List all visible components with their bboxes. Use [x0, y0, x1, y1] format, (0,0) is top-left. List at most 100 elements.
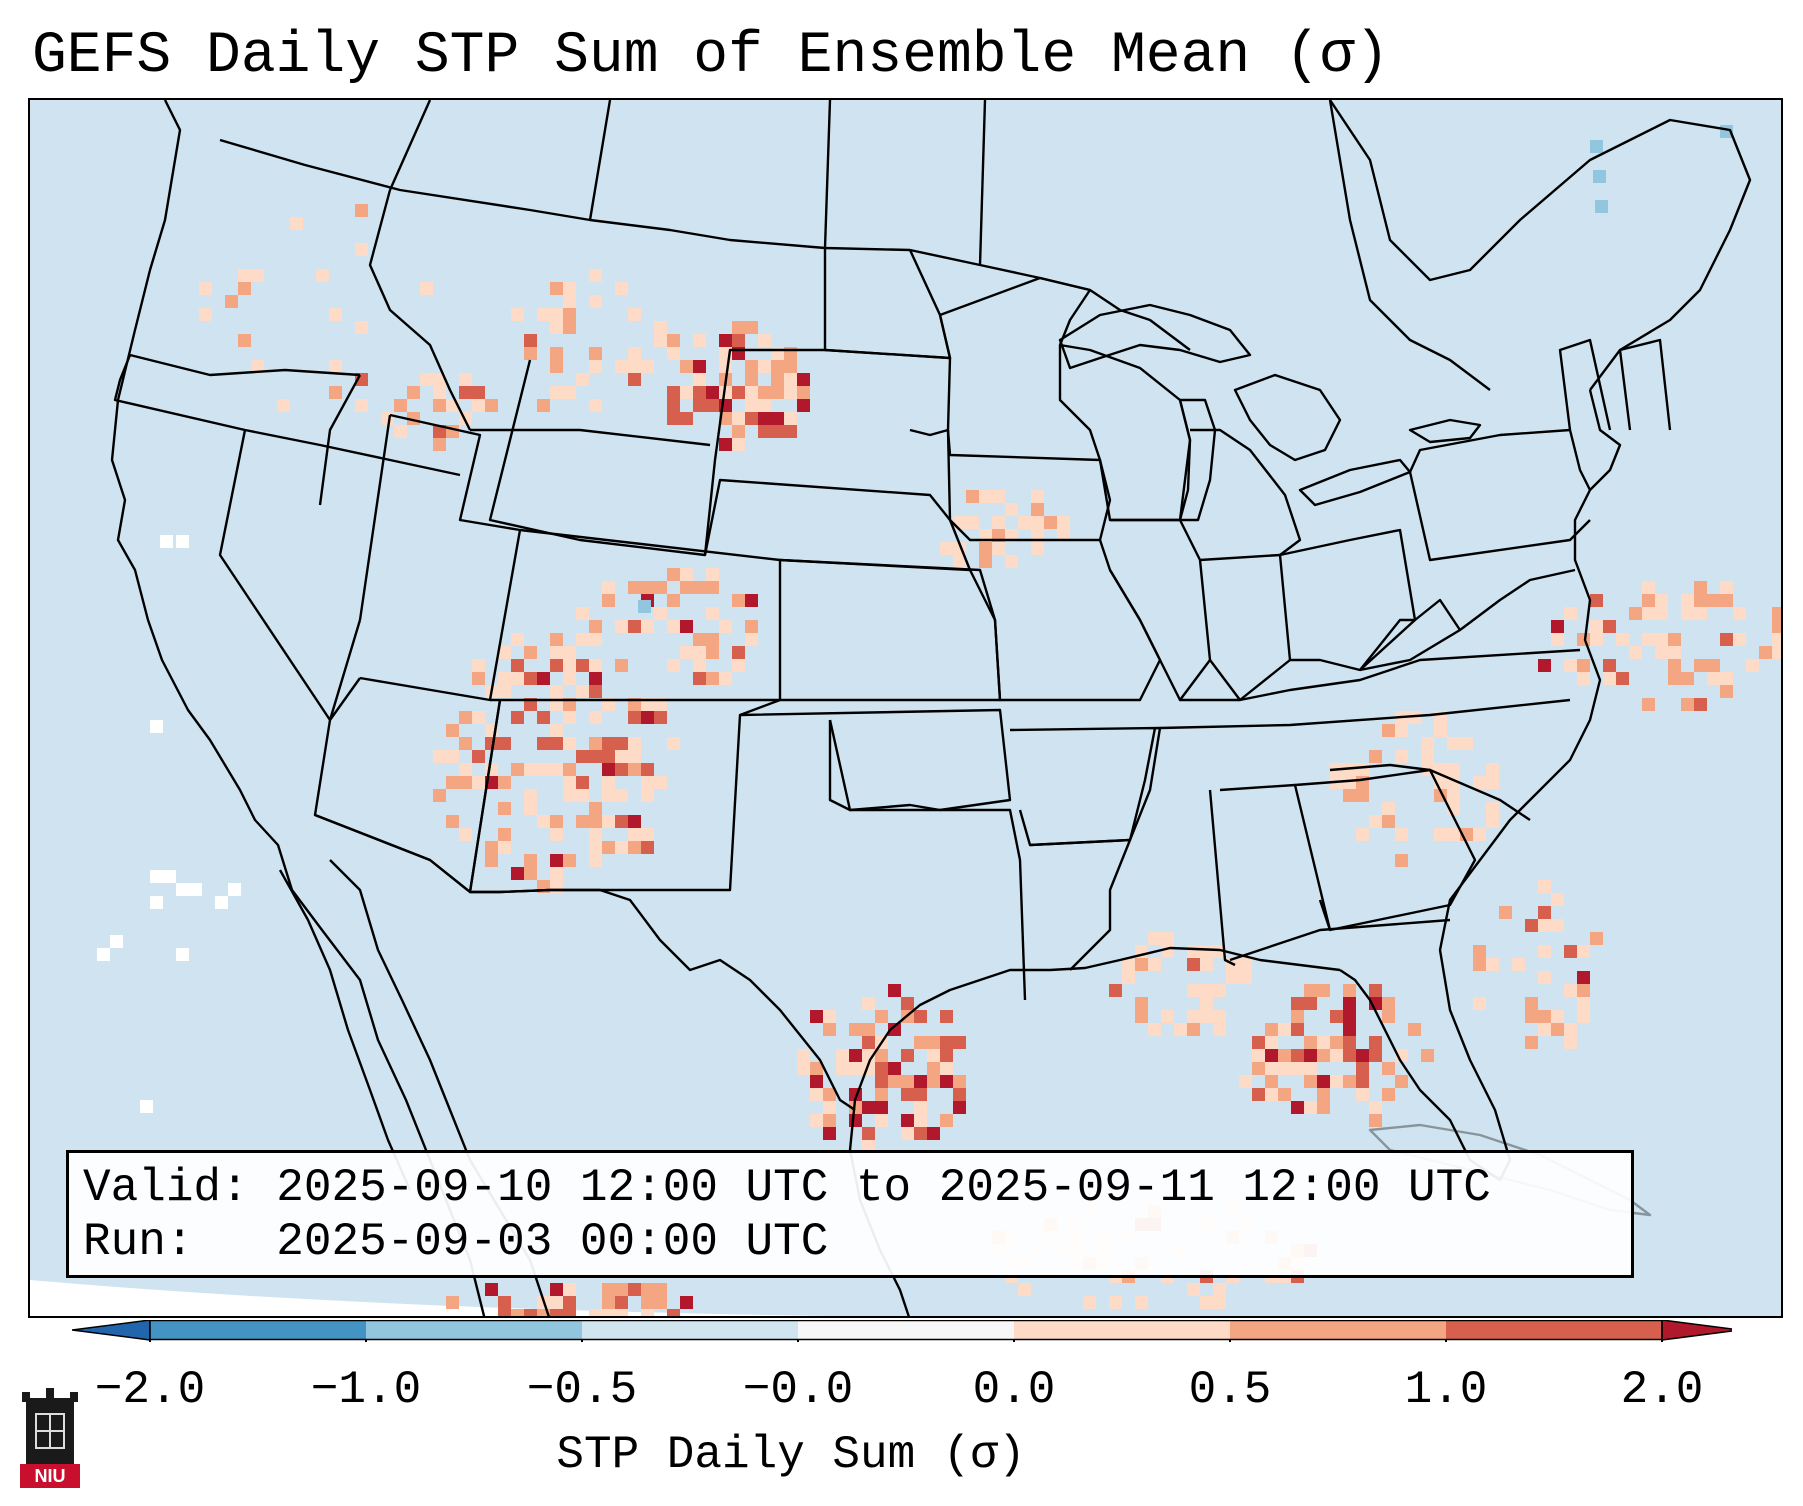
anomaly-cell — [836, 1049, 849, 1062]
anomaly-cell — [1486, 802, 1499, 815]
anomaly-cell — [524, 1309, 537, 1316]
anomaly-cell — [1642, 633, 1655, 646]
anomaly-cell — [1018, 1283, 1031, 1296]
anomaly-cell — [641, 698, 654, 711]
anomaly-cell — [498, 737, 511, 750]
anomaly-cell — [992, 516, 1005, 529]
anomaly-cell — [589, 737, 602, 750]
anomaly-cell — [693, 581, 706, 594]
anomaly-cell — [589, 854, 602, 867]
anomaly-cell — [615, 659, 628, 672]
anomaly-cell — [1343, 1010, 1356, 1023]
anomaly-cell — [1564, 659, 1577, 672]
anomaly-cell — [992, 529, 1005, 542]
run-time: 2025-09-03 00:00 UTC — [276, 1216, 829, 1268]
anomaly-cell — [498, 646, 511, 659]
anomaly-cell — [1265, 1062, 1278, 1075]
anomaly-cell — [641, 581, 654, 594]
anomaly-cell — [771, 360, 784, 373]
anomaly-cell — [576, 373, 589, 386]
map-panel — [28, 98, 1783, 1318]
anomaly-cell — [1694, 581, 1707, 594]
anomaly-cell — [615, 815, 628, 828]
anomaly-cell — [550, 659, 563, 672]
anomaly-cell — [1525, 1036, 1538, 1049]
anomaly-cell — [1369, 750, 1382, 763]
anomaly-cell — [1356, 763, 1369, 776]
anomaly-cell — [797, 399, 810, 412]
anomaly-cell — [524, 646, 537, 659]
anomaly-cell — [758, 412, 771, 425]
anomaly-cell — [1603, 672, 1616, 685]
anomaly-cell — [1720, 685, 1733, 698]
anomaly-cell — [615, 620, 628, 633]
anomaly-cell — [589, 1309, 602, 1316]
anomaly-cell — [355, 204, 368, 217]
anomaly-cell — [550, 360, 563, 373]
anomaly-cell — [511, 308, 524, 321]
anomaly-cell — [420, 282, 433, 295]
anomaly-cell — [163, 870, 176, 883]
anomaly-cell — [706, 386, 719, 399]
anomaly-cell — [732, 425, 745, 438]
anomaly-cell — [1330, 1075, 1343, 1088]
anomaly-cell — [563, 295, 576, 308]
anomaly-cell — [550, 854, 563, 867]
anomaly-cell — [667, 568, 680, 581]
anomaly-cell — [1161, 932, 1174, 945]
anomaly-cell — [914, 1127, 927, 1140]
anomaly-cell — [1655, 633, 1668, 646]
anomaly-cell — [459, 763, 472, 776]
anomaly-cell — [914, 1036, 927, 1049]
anomaly-cell — [1356, 1049, 1369, 1062]
anomaly-cell — [511, 867, 524, 880]
anomaly-cell — [1304, 1036, 1317, 1049]
anomaly-cell — [563, 672, 576, 685]
anomaly-cell — [524, 347, 537, 360]
anomaly-cell — [1707, 659, 1720, 672]
anomaly-cell — [602, 698, 615, 711]
anomaly-cell — [706, 399, 719, 412]
anomaly-cell — [576, 789, 589, 802]
colorbar-tick-label: −0.0 — [742, 1364, 854, 1416]
anomaly-cell — [1590, 620, 1603, 633]
anomaly-cell — [1694, 594, 1707, 607]
anomaly-cell — [1577, 971, 1590, 984]
anomaly-cell — [524, 854, 537, 867]
anomaly-cell — [1161, 1010, 1174, 1023]
anomaly-cell — [1668, 659, 1681, 672]
anomaly-cell — [1525, 919, 1538, 932]
anomaly-cell — [628, 815, 641, 828]
state-border-ms-al — [1128, 727, 1332, 967]
anomaly-cell — [615, 1283, 628, 1296]
anomaly-cell — [1148, 1023, 1161, 1036]
anomaly-cell — [1525, 997, 1538, 1010]
anomaly-cell — [771, 425, 784, 438]
anomaly-cell — [654, 334, 667, 347]
anomaly-cell — [1564, 1036, 1577, 1049]
anomaly-cell — [628, 750, 641, 763]
anomaly-cell — [589, 659, 602, 672]
anomaly-cell — [1577, 1010, 1590, 1023]
anomaly-cell — [176, 948, 189, 961]
anomaly-cell — [745, 594, 758, 607]
anomaly-cell — [758, 399, 771, 412]
anomaly-cell — [550, 347, 563, 360]
anomaly-cell — [1421, 737, 1434, 750]
anomaly-cell — [706, 633, 719, 646]
anomaly-cell — [979, 490, 992, 503]
colorbar-tick-label: 0.5 — [1188, 1364, 1272, 1416]
anomaly-cell — [719, 438, 732, 451]
anomaly-cell — [176, 883, 189, 896]
anomaly-cell — [150, 870, 163, 883]
anomaly-cell — [511, 1309, 524, 1316]
anomaly-cell — [1473, 945, 1486, 958]
anomaly-cell — [654, 321, 667, 334]
anomaly-cell — [1595, 200, 1608, 213]
anomaly-cell — [641, 1296, 654, 1309]
anomaly-cell — [888, 1023, 901, 1036]
anomaly-cell — [1629, 646, 1642, 659]
anomaly-cell — [1265, 1088, 1278, 1101]
anomaly-cell — [1681, 698, 1694, 711]
anomaly-cell — [1382, 1088, 1395, 1101]
